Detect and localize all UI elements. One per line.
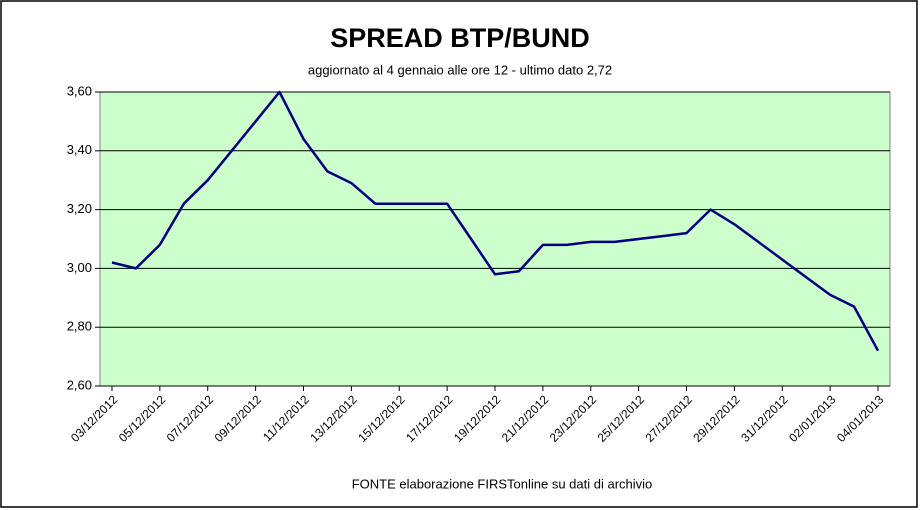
- y-tick-label: 2,60: [67, 377, 92, 392]
- y-tick-label: 2,80: [67, 319, 92, 334]
- chart-title: SPREAD BTP/BUND: [330, 23, 590, 53]
- y-tick-label: 3,20: [67, 201, 92, 216]
- y-tick-label: 3,00: [67, 260, 92, 275]
- chart-source: FONTE elaborazione FIRSTonline su dati d…: [352, 476, 653, 491]
- chart-subtitle: aggiornato al 4 gennaio alle ore 12 - ul…: [308, 62, 612, 77]
- y-tick-label: 3,40: [67, 142, 92, 157]
- plot-area: [99, 91, 891, 387]
- data-line: [111, 90, 880, 352]
- y-tick-label: 3,60: [67, 83, 92, 98]
